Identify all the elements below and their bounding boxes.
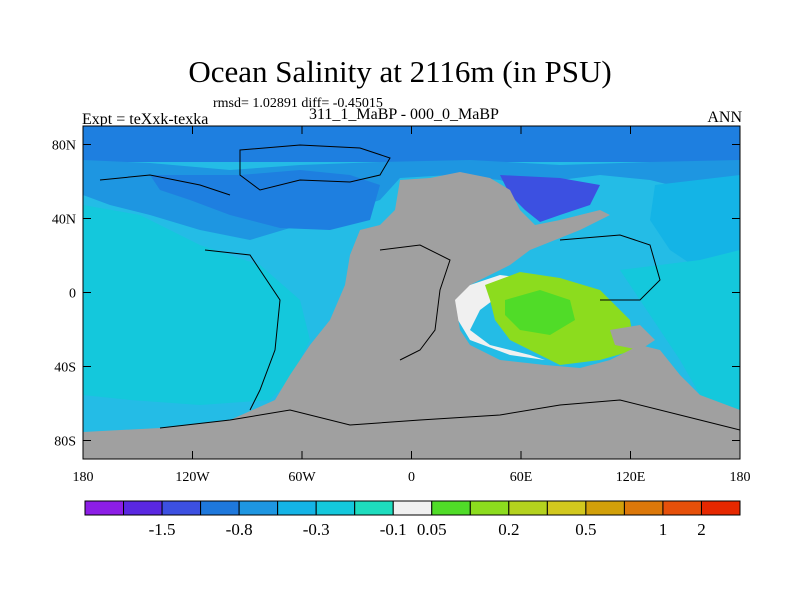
colorbar-box [161, 500, 202, 516]
colorbar-label: -0.8 [226, 520, 253, 539]
y-tick-label: 80S [54, 435, 76, 450]
y-tick-label: 80N [52, 139, 76, 154]
positive-anomaly-core [505, 290, 575, 335]
colorbar-box [469, 500, 510, 516]
season-label: ANN [707, 109, 742, 126]
colorbar-label: 1 [659, 520, 668, 539]
x-tick-label: 120E [616, 470, 646, 485]
colorbar-box [238, 500, 279, 516]
colorbar-box [585, 500, 625, 516]
southern-pacific-zone [83, 205, 310, 405]
colorbar-box [354, 500, 394, 516]
map-axes: 180 120W 60W 0 60E 120E 180 80N 40N 0 40S 80S [52, 126, 751, 485]
experiment-label: Expt = teXxk-texka [82, 111, 209, 128]
colorbar-box [546, 500, 587, 516]
colorbar-box [700, 500, 741, 516]
colorbar-label: -1.5 [149, 520, 176, 539]
map-title: Ocean Salinity at 2116m (in PSU) [188, 54, 612, 89]
colorbar-label: -0.3 [303, 520, 330, 539]
colorbar-box [315, 500, 356, 516]
y-tick-label: 0 [69, 287, 76, 302]
colorbar-box [662, 500, 702, 516]
eastern-north-zone [650, 175, 740, 270]
rmsd-diff-stats: rmsd= 1.02891 diff= -0.45015 [213, 96, 383, 111]
x-tick-label: 180 [730, 470, 751, 485]
coastline-north [239, 144, 391, 191]
colorbar-label: 0.2 [498, 520, 519, 539]
coastline-south [159, 399, 740, 431]
y-tick-label: 40N [52, 213, 76, 228]
coastline-central [379, 244, 451, 361]
landmass-island [610, 325, 655, 350]
colorbar: -1.5 -0.8 -0.3 -0.1 0.05 0.2 0.5 1 2 [84, 500, 741, 539]
colorbar-box [277, 500, 317, 516]
x-tick-label: 0 [408, 470, 415, 485]
coastline-northwest [99, 174, 231, 196]
colorbar-box [392, 500, 433, 516]
near-zero-anomaly-zone [455, 275, 545, 360]
colorbar-label: 0.5 [575, 520, 596, 539]
x-tick-label: 180 [73, 470, 94, 485]
x-tick-label: 120W [175, 470, 210, 485]
colorbar-box [123, 500, 163, 516]
colorbar-box [508, 500, 548, 516]
north-pacific-dark-zone [150, 170, 380, 230]
map-field [83, 126, 740, 459]
colorbar-box [200, 500, 240, 516]
period-subtitle: 311_1_MaBP - 000_0_MaBP [309, 106, 499, 123]
colorbar-box [84, 500, 125, 516]
colorbar-box [623, 500, 664, 516]
colorbar-label: -0.1 [380, 520, 407, 539]
colorbar-label: 0.05 [417, 520, 447, 539]
colorbar-box [431, 500, 471, 516]
north-atlantic-deep-zone [500, 175, 600, 222]
x-tick-label: 60E [510, 470, 533, 485]
coastline-east [559, 234, 661, 301]
landmass [83, 172, 740, 459]
coastline-west [204, 249, 281, 411]
colorbar-label: 2 [697, 520, 706, 539]
x-tick-label: 60W [288, 470, 316, 485]
y-tick-label: 40S [54, 361, 76, 376]
